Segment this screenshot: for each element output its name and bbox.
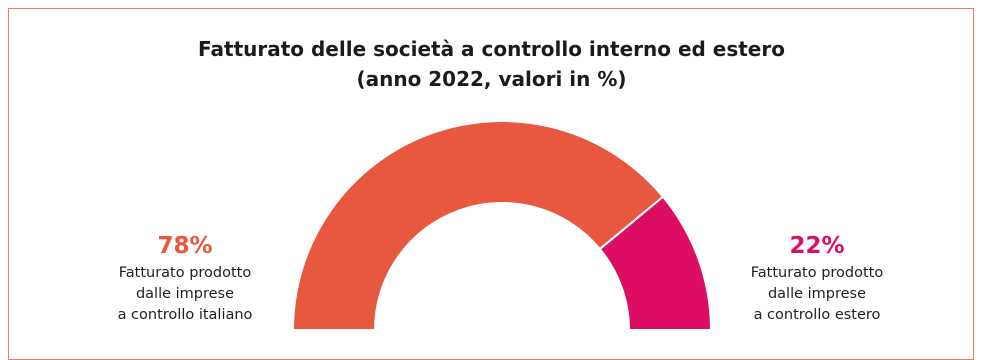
series-description-italian-line-2: dalle imprese	[135, 286, 235, 302]
donut-group	[291, 120, 713, 331]
chart-title-line-1: Fatturato delle società a controllo inte…	[198, 37, 785, 61]
slice-italian-control	[291, 120, 665, 331]
slice-foreign-control	[598, 195, 713, 331]
series-label-foreign: 22% Fatturato prodotto dalle imprese a c…	[722, 231, 912, 326]
series-description-foreign-line-2: dalle imprese	[767, 286, 867, 302]
series-percentage-italian: 78%	[157, 233, 213, 259]
series-description-italian-line-3: a controllo italiano	[117, 307, 253, 323]
series-label-italian: 78% Fatturato prodotto dalle imprese a c…	[90, 231, 280, 326]
series-percentage-foreign: 22%	[789, 233, 845, 259]
chart-title-line-2: (anno 2022, valori in %)	[356, 67, 627, 91]
series-description-foreign-line-3: a controllo estero	[753, 307, 881, 323]
chart-title: Fatturato delle società a controllo inte…	[0, 34, 983, 94]
series-description-italian-line-1: Fatturato prodotto	[118, 265, 252, 281]
series-description-foreign-line-1: Fatturato prodotto	[750, 265, 884, 281]
